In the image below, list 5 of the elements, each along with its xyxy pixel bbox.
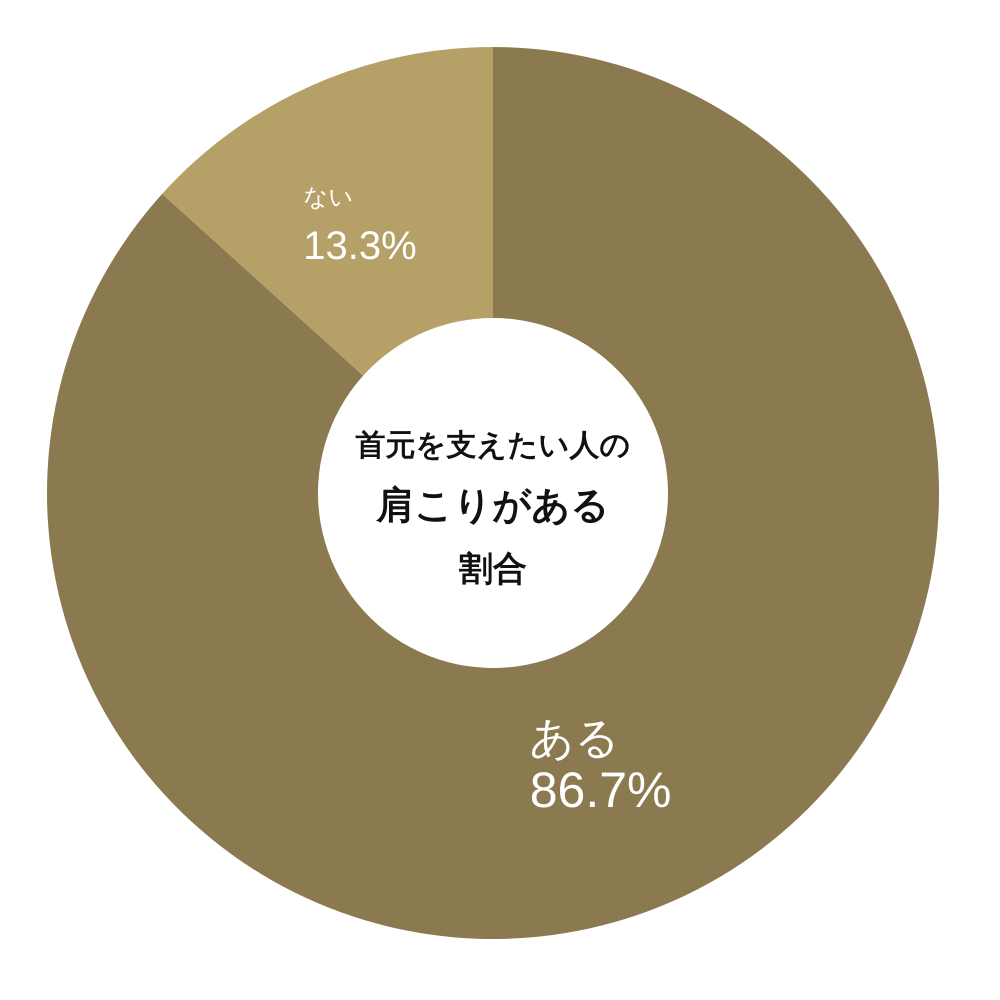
data-label: 13.3% [303, 224, 417, 268]
data-label: 86.7% [530, 762, 672, 818]
slice-label: ある [530, 713, 620, 764]
slice-label: ない [303, 182, 354, 211]
text: 首元を支えたい人の肩こりがある割合 [356, 428, 630, 589]
